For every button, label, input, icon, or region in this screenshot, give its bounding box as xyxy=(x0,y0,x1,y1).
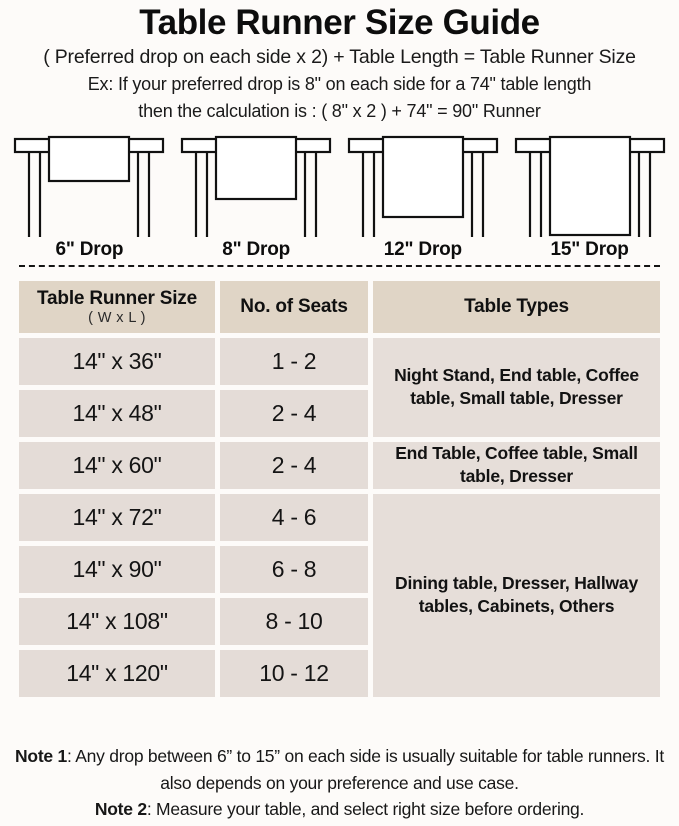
table-row: 14" x 120" 10 - 12 xyxy=(19,649,660,697)
drop-label-12: 12" Drop xyxy=(383,238,462,260)
cell-seats: 2 - 4 xyxy=(220,389,368,437)
table-row: 14" x 48" 2 - 4 xyxy=(19,389,660,437)
drop-diagram-6: 6" Drop xyxy=(6,133,173,261)
table-drop-illustration-icon xyxy=(181,135,332,237)
cell-seats: 10 - 12 xyxy=(220,649,368,697)
size-guide-table: Table Runner Size ( W x L ) No. of Seats… xyxy=(14,276,665,702)
section-divider xyxy=(19,264,660,267)
cell-table-types: Dining table, Dresser, Hallway tables, C… xyxy=(373,493,660,697)
page-header: Table Runner Size Guide ( Preferred drop… xyxy=(0,0,679,125)
cell-size: 14" x 90" xyxy=(19,545,215,593)
drop-diagram-12: 12" Drop xyxy=(340,133,507,261)
table-row: 14" x 72" 4 - 6 Dining table, Dresser, H… xyxy=(19,493,660,697)
drop-label-8: 8" Drop xyxy=(222,238,291,260)
header-cell-types: Table Types xyxy=(373,280,660,333)
footer-notes: Note 1: Any drop between 6” to 15” on ea… xyxy=(0,743,679,822)
cell-size: 14" x 48" xyxy=(19,389,215,437)
drop-label-15: 15" Drop xyxy=(550,238,629,260)
table-drop-illustration-icon xyxy=(14,135,165,237)
cell-table-types: Night Stand, End table, Coffee table, Sm… xyxy=(373,337,660,437)
example-line-1: Ex: If your preferred drop is 8" on each… xyxy=(87,73,592,94)
table-row: 14" x 36" 1 - 2 Night Stand, End table, … xyxy=(19,337,660,437)
cell-size: 14" x 120" xyxy=(19,649,215,697)
note-2: Note 2: Measure your table, and select r… xyxy=(6,796,673,822)
cell-size: 14" x 36" xyxy=(19,337,215,385)
cell-seats: 1 - 2 xyxy=(220,337,368,385)
note-1: Note 1: Any drop between 6” to 15” on ea… xyxy=(6,743,673,796)
size-table-container: Table Runner Size ( W x L ) No. of Seats… xyxy=(0,276,679,702)
cell-size: 14" x 108" xyxy=(19,597,215,645)
cell-size: 14" x 72" xyxy=(19,493,215,541)
cell-seats: 2 - 4 xyxy=(220,441,368,489)
cell-seats: 4 - 6 xyxy=(220,493,368,541)
drop-diagram-row: 6" Drop 8" Drop 12" Dr xyxy=(0,133,679,261)
header-size-sublabel: ( W x L ) xyxy=(88,309,146,326)
table-drop-illustration-icon xyxy=(514,135,665,237)
drop-label-6: 6" Drop xyxy=(55,238,124,260)
cell-seats: 8 - 10 xyxy=(220,597,368,645)
drop-diagram-15: 15" Drop xyxy=(506,133,673,261)
table-row: 14" x 60" 2 - 4 End Table, Coffee table,… xyxy=(19,441,660,489)
header-size-label: Table Runner Size xyxy=(37,287,197,309)
cell-size: 14" x 60" xyxy=(19,441,215,489)
formula-line: ( Preferred drop on each side x 2) + Tab… xyxy=(43,45,636,68)
page-title: Table Runner Size Guide xyxy=(139,3,540,42)
header-cell-size: Table Runner Size ( W x L ) xyxy=(19,280,215,333)
header-cell-seats: No. of Seats xyxy=(220,280,368,333)
cell-table-types: End Table, Coffee table, Small table, Dr… xyxy=(373,441,660,489)
note-1-text: : Any drop between 6” to 15” on each sid… xyxy=(67,746,664,793)
table-header-row: Table Runner Size ( W x L ) No. of Seats… xyxy=(19,280,660,333)
table-row: 14" x 108" 8 - 10 xyxy=(19,597,660,645)
note-1-label: Note 1 xyxy=(15,746,67,767)
note-2-label: Note 2 xyxy=(94,798,147,819)
example-line-2: then the calculation is : ( 8" x 2 ) + 7… xyxy=(138,101,541,122)
table-drop-illustration-icon xyxy=(347,135,498,237)
table-row: 14" x 90" 6 - 8 xyxy=(19,545,660,593)
note-2-text: : Measure your table, and select right s… xyxy=(146,798,585,819)
drop-diagram-8: 8" Drop xyxy=(173,133,340,261)
cell-seats: 6 - 8 xyxy=(220,545,368,593)
